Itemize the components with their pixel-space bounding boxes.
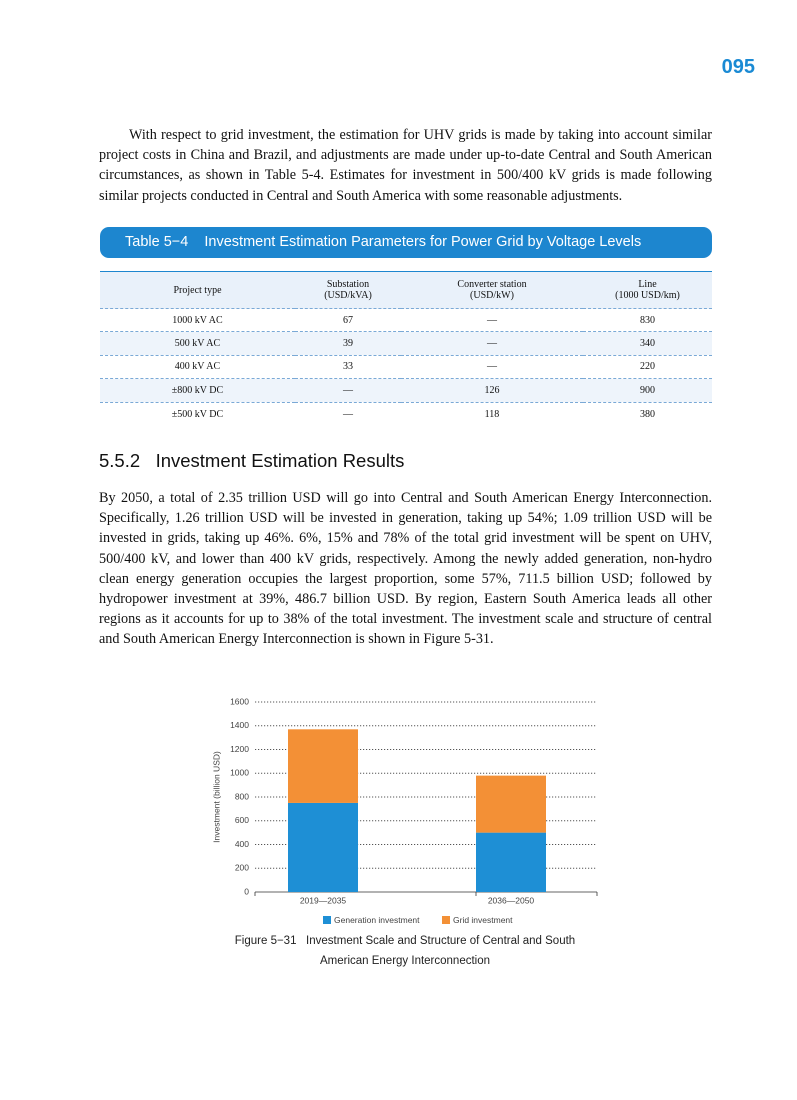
y-tick-label: 0 <box>244 886 249 896</box>
table-cell: ±500 kV DC <box>171 408 224 420</box>
paragraph: With respect to grid investment, the est… <box>99 127 712 204</box>
figure-caption: Figure 5−31 Investment Scale and Structu… <box>234 935 578 967</box>
y-tick-label: 1200 <box>230 744 249 754</box>
page-number: 095 <box>721 56 755 78</box>
paragraph: By 2050, a total of 2.35 trillion USD wi… <box>99 490 712 648</box>
table-cell: 1000 kV AC <box>172 314 223 326</box>
y-axis-label: Investment (billion USD) <box>211 751 221 843</box>
table-row: 1000 kV AC 67 — 830 <box>100 308 712 332</box>
table-cell: 33 <box>343 361 353 373</box>
table-cell: — <box>343 408 353 420</box>
header-cell: Converter station (USD/kW) <box>401 272 583 309</box>
table-cell: 126 <box>484 384 500 396</box>
table-cell: — <box>487 361 497 373</box>
table-cell: 39 <box>343 338 353 350</box>
table-row: ±800 kV DC — 126 900 <box>100 378 712 403</box>
table-row: 500 kV AC 39 — 340 <box>100 331 712 356</box>
table-cell: 900 <box>640 384 655 396</box>
legend-label: Grid investment <box>453 915 513 925</box>
y-tick-label: 600 <box>235 815 249 825</box>
y-tick-label: 1600 <box>230 696 249 706</box>
bar-segment <box>288 729 358 803</box>
bar-segment <box>476 832 546 892</box>
y-tick-label: 1000 <box>230 768 249 778</box>
header-text: Substation <box>326 279 370 290</box>
bar-segment <box>476 775 546 833</box>
legend-swatch <box>323 916 331 924</box>
y-tick-label: 1400 <box>230 720 249 730</box>
table-cell: 118 <box>484 408 500 420</box>
legend-swatch <box>442 916 450 924</box>
x-tick-label: 2019—2035 <box>300 895 347 905</box>
legend-label: Generation investment <box>334 915 420 925</box>
header-cell: Project type <box>100 272 295 309</box>
table: Project type Substation (USD/kVA) Converter… <box>100 271 712 425</box>
header-cell: Line (1000 USD/km) <box>583 272 712 309</box>
table-body: 1000 kV AC 67 — 830 500 kV AC 39 — 340 400 kV AC… <box>100 308 712 426</box>
table-header: Project type Substation (USD/kVA) Converter… <box>100 271 712 309</box>
header-text: (USD/kVA) <box>324 290 372 301</box>
table-cell: 67 <box>343 314 353 326</box>
table-cell: — <box>343 384 353 396</box>
table-caption: Table 5−4 Investment Estimation Paramete… <box>100 227 712 258</box>
table-cell: 380 <box>640 408 655 420</box>
y-tick-label: 800 <box>235 791 249 801</box>
header-text: Converter station <box>457 279 527 290</box>
table-cell: ±800 kV DC <box>171 384 224 396</box>
table-cell: — <box>487 314 497 326</box>
y-tick-label: 400 <box>235 839 249 849</box>
header-row: Project type Substation (USD/kVA) Converter… <box>100 271 712 309</box>
y-tick-label: 200 <box>235 863 249 873</box>
section-heading: 5.5.2 Investment Estimation Results <box>99 450 405 471</box>
table-cell: 340 <box>640 338 655 350</box>
header-text: (1000 USD/km) <box>615 290 680 301</box>
header-text: Project type <box>173 284 222 296</box>
table-cell: 220 <box>640 361 655 373</box>
table-cell: — <box>487 338 497 350</box>
table-cell: 830 <box>640 314 655 326</box>
table-row: 400 kV AC 33 — 220 <box>100 355 712 378</box>
header-text: (USD/kW) <box>470 290 514 301</box>
header-cell: Substation (USD/kVA) <box>295 272 401 309</box>
chart: 0 200 400 600 800 1000 1200 1400 1600 Investment … <box>211 696 598 925</box>
table-cell: 400 kV AC <box>174 361 221 373</box>
table-cell: 500 kV AC <box>174 338 221 350</box>
table-row: ±500 kV DC — 118 380 <box>100 402 712 425</box>
bar-segment <box>288 802 358 892</box>
header-text: Line <box>638 279 657 290</box>
x-tick-label: 2036—2050 <box>488 895 535 905</box>
